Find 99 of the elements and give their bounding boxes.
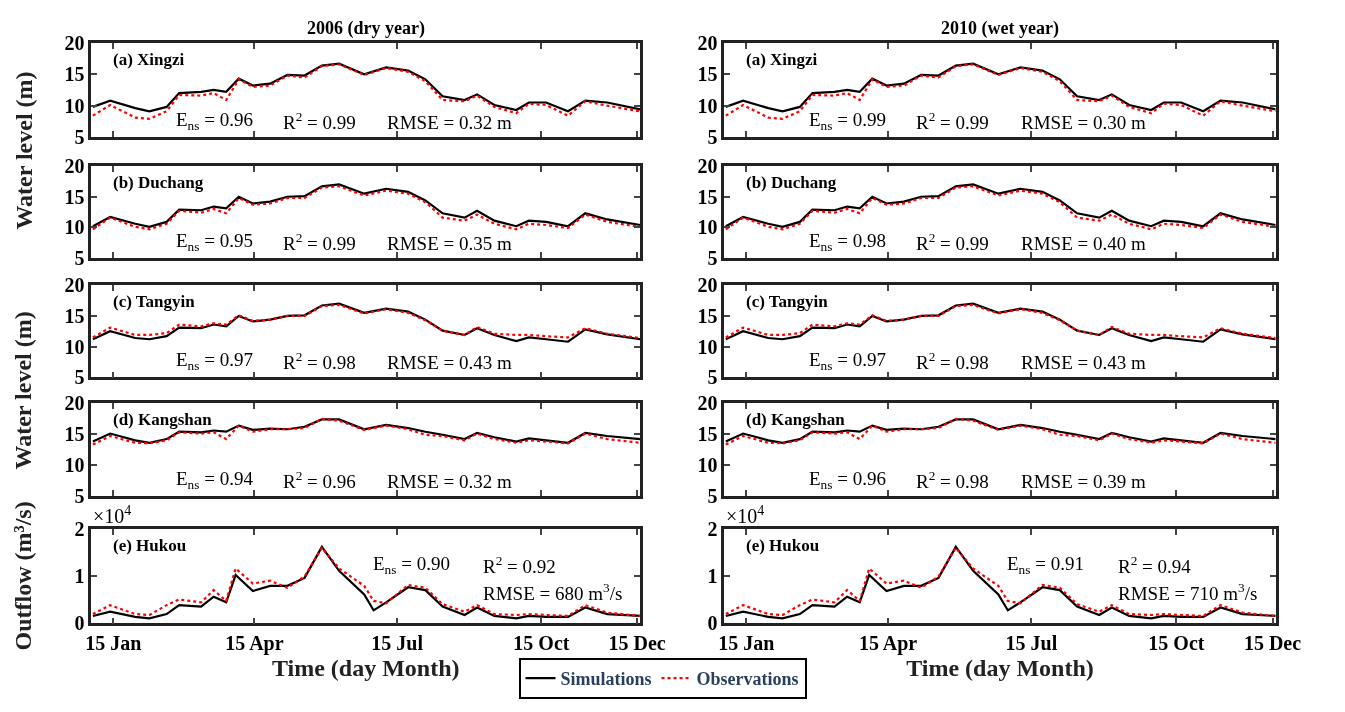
annotation: RMSE = 0.35 m	[387, 233, 512, 254]
annotation: R$^{2}$ = 0.99	[916, 230, 989, 254]
chart-title: 2006 (dry year)	[307, 18, 425, 39]
y-tick-label: 5	[707, 366, 718, 389]
annotation: E$_{ns}$ = 0.94	[176, 468, 254, 492]
y-tick-label: 10	[64, 94, 85, 117]
y-tick-label: 20	[64, 274, 85, 297]
y-tick-label: 1	[74, 565, 85, 588]
x-tick-label: 15 Oct	[1148, 632, 1205, 655]
annotation: (e) Hukou	[746, 536, 820, 555]
annotation: R$^{2}$ = 0.99	[283, 230, 356, 254]
y-tick-label: 10	[64, 335, 85, 358]
y-tick-label: 20	[64, 392, 85, 415]
annotation: R$^{2}$ = 0.99	[916, 109, 989, 133]
y-tick-label: 15	[697, 423, 718, 446]
y-tick-label: 15	[64, 304, 85, 327]
annotation: RMSE = 0.32 m	[387, 112, 512, 133]
y-axis-title: Outflow (m³/s)	[9, 501, 36, 651]
legend-label: Simulations	[560, 669, 652, 690]
y-axis-title: Water level (m)	[10, 71, 37, 230]
y-tick-label: 15	[64, 63, 85, 86]
annotation: RMSE = 0.43 m	[387, 352, 512, 373]
legend-label: Observations	[696, 669, 799, 690]
annotation: RMSE = 0.43 m	[1021, 352, 1146, 373]
annotation: (c) Tangyin	[746, 292, 829, 311]
y-tick-label: 15	[64, 423, 85, 446]
annotation: R$^{2}$ = 0.99	[283, 109, 356, 133]
annotation: (a) Xingzi	[746, 50, 818, 69]
annotation: E$_{ns}$ = 0.97	[176, 349, 253, 373]
y-tick-label: 10	[64, 216, 85, 239]
y-tick-label: 5	[707, 125, 718, 148]
x-tick-label: 15 Oct	[513, 632, 570, 655]
annotation: (b) Duchang	[113, 173, 204, 192]
text: ×10$^{4}$	[93, 503, 132, 528]
x-tick-label: 15 Jan	[718, 632, 775, 655]
chart-title: 2010 (wet year)	[941, 18, 1059, 39]
y-tick-label: 10	[697, 94, 718, 117]
annotation: (a) Xingzi	[113, 50, 185, 69]
annotation: (b) Duchang	[746, 173, 837, 192]
y-tick-label: 15	[697, 304, 718, 327]
y-tick-label: 5	[707, 484, 718, 507]
annotation: R$^{2}$ = 0.98	[916, 468, 989, 492]
x-axis-title: Time (day Month)	[906, 655, 1094, 682]
annotation: E$_{ns}$ = 0.95	[176, 230, 253, 254]
y-tick-label: 20	[697, 155, 718, 178]
x-tick-label: 15 Apr	[225, 632, 284, 656]
annotation: RMSE = 680 m$^{3}$/s	[483, 580, 623, 604]
y-tick-label: 2	[707, 518, 718, 541]
annotation: R$^{2}$ = 0.98	[283, 349, 356, 373]
annotation: (d) Kangshan	[746, 410, 846, 429]
annotation: (c) Tangyin	[113, 292, 196, 311]
x-tick-label: 15 Jan	[85, 632, 142, 655]
y-tick-label: 20	[697, 392, 718, 415]
y-tick-label: 10	[697, 216, 718, 239]
annotation: E$_{ns}$ = 0.98	[809, 230, 886, 254]
annotation: RMSE = 0.39 m	[1021, 471, 1146, 492]
x-tick-label: 15 Apr	[858, 632, 918, 656]
y-tick-label: 0	[74, 612, 85, 635]
x-tick-label: 15 Dec	[608, 632, 666, 655]
annotation: R$^{2}$ = 0.98	[916, 349, 989, 373]
annotation: R$^{2}$ = 0.92	[483, 553, 556, 577]
annotation: (d) Kangshan	[113, 410, 213, 429]
annotation: R$^{2}$ = 0.96	[283, 468, 356, 492]
annotation: E$_{ns}$ = 0.99	[809, 109, 886, 133]
y-tick-label: 5	[74, 484, 85, 507]
y-tick-label: 5	[74, 366, 85, 389]
y-tick-label: 5	[74, 125, 85, 148]
y-tick-label: 10	[697, 453, 718, 476]
annotation: RMSE = 0.32 m	[387, 471, 512, 492]
y-tick-label: 0	[707, 612, 718, 635]
y-tick-label: 20	[697, 274, 718, 297]
y-tick-label: 20	[697, 31, 718, 54]
x-tick-label: 15 Jul	[371, 632, 424, 655]
annotation: E$_{ns}$ = 0.97	[809, 349, 886, 373]
annotation: E$_{ns}$ = 0.96	[176, 109, 253, 133]
y-tick-label: 15	[697, 185, 718, 208]
annotation: E$_{ns}$ = 0.91	[1007, 553, 1084, 577]
y-tick-label: 20	[64, 155, 85, 178]
annotation: RMSE = 0.30 m	[1021, 112, 1146, 133]
y-tick-label: 2	[74, 518, 85, 541]
y-axis-title: Water level (m)	[9, 311, 36, 470]
x-axis-title: Time (day Month)	[271, 655, 460, 682]
annotation: E$_{ns}$ = 0.96	[809, 468, 886, 492]
y-tick-label: 20	[64, 31, 85, 54]
annotation: RMSE = 0.40 m	[1021, 233, 1146, 254]
y-tick-label: 10	[64, 453, 85, 476]
annotation: (e) Hukou	[113, 536, 187, 555]
y-tick-label: 15	[697, 63, 718, 86]
text: ×10$^{4}$	[726, 503, 765, 528]
y-tick-label: 10	[697, 335, 718, 358]
y-tick-label: 5	[707, 247, 718, 270]
annotation: R$^{2}$ = 0.94	[1118, 553, 1192, 577]
y-tick-label: 15	[64, 185, 85, 208]
annotation: E$_{ns}$ = 0.90	[373, 553, 450, 577]
y-tick-label: 1	[707, 565, 718, 588]
y-tick-label: 5	[74, 247, 85, 270]
x-tick-label: 15 Dec	[1243, 632, 1302, 655]
x-tick-label: 15 Jul	[1005, 632, 1058, 655]
annotation: RMSE = 710 m$^{3}$/s	[1118, 580, 1258, 604]
